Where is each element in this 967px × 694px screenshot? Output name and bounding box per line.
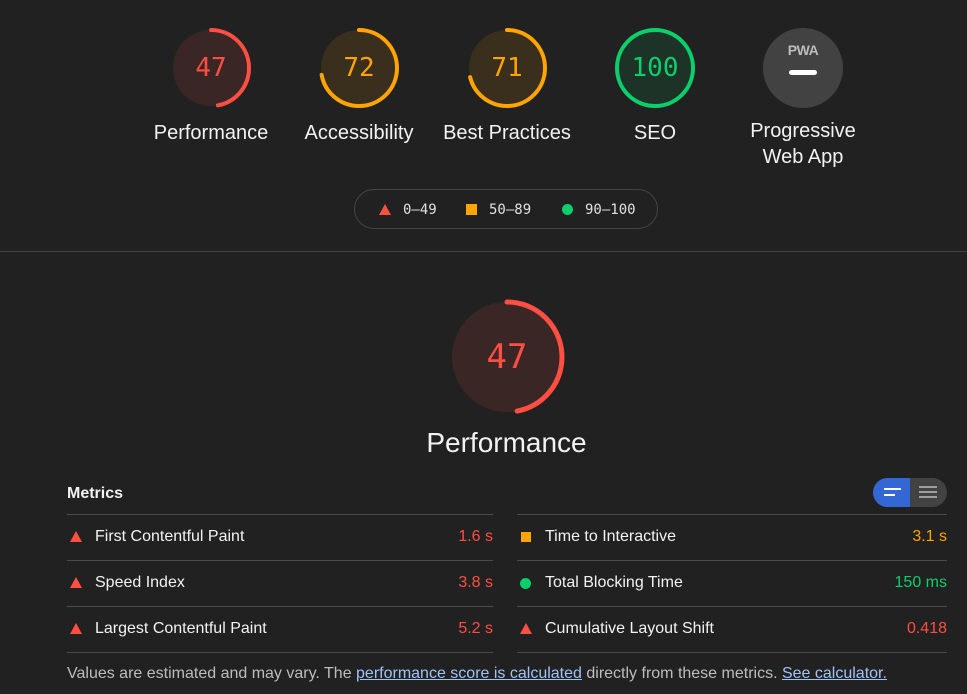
section-divider bbox=[0, 251, 967, 252]
legend-average: 50–89 bbox=[466, 202, 531, 218]
gauge-seo[interactable]: 100 SEO bbox=[595, 26, 715, 146]
row-divider bbox=[517, 514, 947, 515]
gauge-seo-score: 100 bbox=[632, 53, 679, 83]
gauge-pwa-label-line2: Web App bbox=[762, 146, 844, 168]
legend-fail: 0–49 bbox=[379, 202, 437, 218]
metric-label: Largest Contentful Paint bbox=[95, 620, 267, 637]
gauge-accessibility-label: Accessibility bbox=[304, 122, 414, 144]
fail-triangle-icon bbox=[520, 623, 532, 634]
metric-speed-index: Speed Index 3.8 s bbox=[67, 573, 493, 593]
metric-value: 5.2 s bbox=[458, 620, 493, 637]
fail-triangle-icon bbox=[70, 623, 82, 634]
metric-time-to-interactive: Time to Interactive 3.1 s bbox=[517, 527, 947, 547]
metric-value: 1.6 s bbox=[458, 528, 493, 545]
legend-fail-label: 0–49 bbox=[403, 202, 437, 218]
gauge-best-practices-ring: 71 bbox=[467, 28, 547, 108]
metric-label: Time to Interactive bbox=[545, 528, 677, 545]
square-icon bbox=[466, 204, 477, 215]
gauge-performance-score: 47 bbox=[195, 53, 226, 83]
main-performance-ring: 47 bbox=[449, 299, 565, 415]
main-performance-score: 47 bbox=[487, 337, 528, 377]
average-square-icon bbox=[521, 532, 531, 542]
row-divider bbox=[517, 652, 947, 653]
metric-total-blocking-time: Total Blocking Time 150 ms bbox=[517, 573, 947, 593]
triangle-icon bbox=[379, 204, 391, 215]
gauge-seo-label: SEO bbox=[633, 122, 677, 144]
row-divider bbox=[67, 560, 493, 561]
gauge-performance[interactable]: 47 Performance bbox=[151, 26, 271, 146]
metric-cumulative-layout-shift: Cumulative Layout Shift 0.418 bbox=[517, 619, 947, 639]
pwa-dash-icon bbox=[789, 70, 817, 75]
row-divider bbox=[517, 560, 947, 561]
gauge-seo-ring: 100 bbox=[615, 28, 695, 108]
legend-average-label: 50–89 bbox=[489, 202, 532, 218]
toggle-expanded-view[interactable] bbox=[910, 478, 947, 507]
row-divider bbox=[67, 652, 493, 653]
fail-triangle-icon bbox=[70, 577, 82, 588]
gauge-best-practices-score: 71 bbox=[491, 53, 522, 83]
score-calculation-link[interactable]: performance score is calculated bbox=[356, 665, 582, 682]
metrics-view-toggle[interactable] bbox=[873, 478, 947, 507]
row-divider bbox=[67, 606, 493, 607]
legend-pass: 90–100 bbox=[562, 202, 636, 218]
list-line-icon bbox=[919, 496, 937, 498]
gauge-pwa-label-line1: Progressive bbox=[750, 120, 856, 142]
pwa-badge-icon: PWA bbox=[763, 28, 843, 108]
metric-label: Cumulative Layout Shift bbox=[545, 620, 714, 637]
gauge-performance-label: Performance bbox=[153, 122, 269, 144]
list-line-icon bbox=[919, 491, 937, 493]
compact-bar-icon bbox=[884, 494, 895, 496]
gauge-performance-ring: 47 bbox=[171, 28, 251, 108]
main-performance-title: Performance bbox=[426, 427, 587, 458]
gauge-best-practices[interactable]: 71 Best Practices bbox=[432, 26, 582, 146]
metric-label: First Contentful Paint bbox=[95, 528, 245, 545]
metric-value: 3.8 s bbox=[458, 574, 493, 591]
row-divider bbox=[67, 514, 493, 515]
circle-icon bbox=[562, 204, 573, 215]
footnote-text: Values are estimated and may vary. The bbox=[67, 665, 357, 682]
list-line-icon bbox=[919, 486, 937, 488]
gauge-accessibility-score: 72 bbox=[343, 53, 374, 83]
see-calculator-link[interactable]: See calculator. bbox=[781, 665, 887, 682]
metric-label: Speed Index bbox=[95, 574, 185, 591]
score-legend: 0–49 50–89 90–100 bbox=[354, 189, 658, 229]
metrics-title: Metrics bbox=[67, 485, 124, 502]
gauge-accessibility[interactable]: 72 Accessibility bbox=[289, 26, 429, 146]
gauge-best-practices-label: Best Practices bbox=[443, 122, 571, 144]
legend-pass-label: 90–100 bbox=[585, 202, 636, 218]
metric-largest-contentful-paint: Largest Contentful Paint 5.2 s bbox=[67, 619, 493, 639]
pwa-badge-text: PWA bbox=[787, 42, 819, 58]
metric-value: 3.1 s bbox=[912, 528, 947, 545]
pass-circle-icon bbox=[520, 578, 531, 589]
compact-bar-icon bbox=[884, 488, 901, 490]
metric-label: Total Blocking Time bbox=[545, 574, 683, 591]
fail-triangle-icon bbox=[70, 531, 82, 542]
metric-value: 0.418 bbox=[906, 620, 947, 637]
gauge-pwa[interactable]: PWA Progressive Web App bbox=[733, 28, 873, 170]
metrics-footnote: Values are estimated and may vary. The p… bbox=[67, 665, 887, 683]
row-divider bbox=[517, 606, 947, 607]
main-performance-gauge: 47 bbox=[447, 297, 567, 417]
metric-value: 150 ms bbox=[894, 574, 947, 591]
metric-first-contentful-paint: First Contentful Paint 1.6 s bbox=[67, 527, 493, 547]
footnote-text: directly from these metrics. bbox=[581, 665, 782, 682]
gauge-accessibility-ring: 72 bbox=[319, 28, 399, 108]
toggle-compact-view[interactable] bbox=[873, 478, 910, 507]
